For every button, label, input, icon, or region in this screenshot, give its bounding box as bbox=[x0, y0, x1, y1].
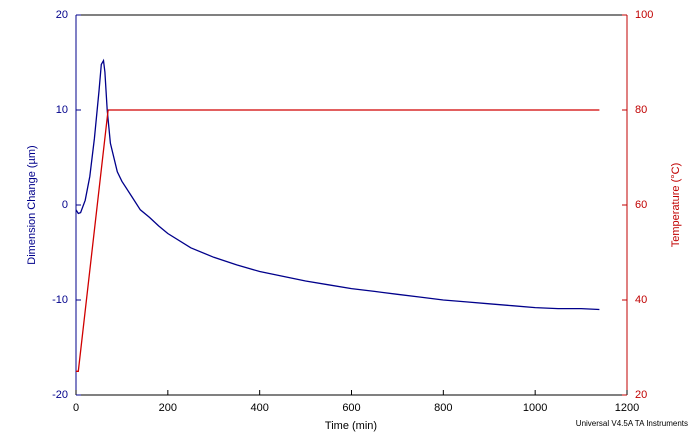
y-tick-label: 20 bbox=[56, 9, 68, 21]
x-tick-label: 800 bbox=[434, 402, 452, 414]
y2-tick-label: 20 bbox=[635, 389, 647, 401]
y-tick-label: 0 bbox=[62, 199, 68, 211]
y2-tick-label: 60 bbox=[635, 199, 647, 211]
y2-axis-title: Temperature (°C) bbox=[670, 163, 682, 247]
x-tick-label: 200 bbox=[159, 402, 177, 414]
footer: Universal V4.5A TA Instruments bbox=[576, 419, 688, 428]
x-tick-label: 1000 bbox=[523, 402, 547, 414]
y-tick-label: -20 bbox=[52, 389, 68, 401]
x-tick-label: 0 bbox=[73, 402, 79, 414]
y2-tick-label: 80 bbox=[635, 104, 647, 116]
x-tick-label: 400 bbox=[250, 402, 268, 414]
y-tick-label: 10 bbox=[56, 104, 68, 116]
series-line bbox=[75, 58, 600, 311]
x-axis-title: Time (min) bbox=[325, 420, 377, 432]
x-tick-label: 600 bbox=[342, 402, 360, 414]
series-line bbox=[76, 109, 600, 372]
y-axis-title: Dimension Change (µm) bbox=[26, 145, 38, 264]
y-tick-label: -10 bbox=[52, 294, 68, 306]
y2-tick-label: 40 bbox=[635, 294, 647, 306]
y2-tick-label: 100 bbox=[635, 9, 653, 21]
x-tick-label: 1200 bbox=[615, 402, 639, 414]
